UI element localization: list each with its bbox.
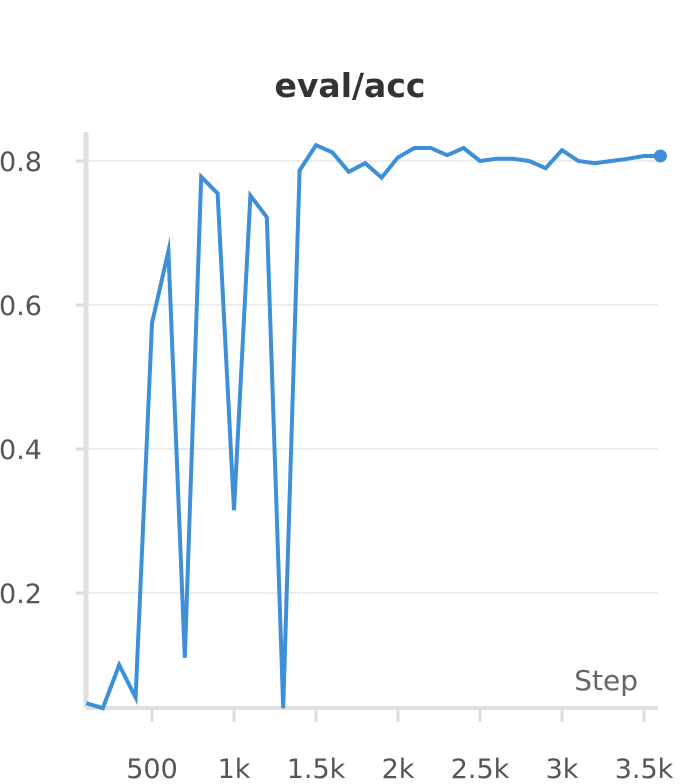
x-tick-label: 2.5k — [451, 754, 510, 784]
y-tick-label: 0.6 — [0, 291, 42, 322]
x-axis-label: Step — [574, 664, 638, 697]
x-tick-label: 3.5k — [615, 754, 674, 784]
tick-labels: 0.2 0.4 0.6 0.8 500 1k 1.5k 2k 2.5k 3k 3.5k — [0, 147, 674, 784]
grid-lines — [86, 160, 658, 594]
y-tick-label: 0.8 — [0, 147, 42, 178]
series-line — [85, 142, 661, 711]
x-tick-label: 3k — [546, 754, 579, 784]
x-tick-label: 1.5k — [287, 754, 346, 784]
chart-title: eval/acc — [275, 66, 426, 105]
y-tick-label: 0.2 — [0, 579, 42, 610]
series-lines — [85, 142, 667, 711]
x-tick-label: 500 — [126, 754, 178, 784]
x-tick-label: 1k — [218, 754, 251, 784]
axes — [76, 132, 658, 722]
x-tick-label: 2k — [382, 754, 415, 784]
series-endpoint-marker — [653, 149, 667, 163]
y-tick-label: 0.4 — [0, 435, 42, 466]
